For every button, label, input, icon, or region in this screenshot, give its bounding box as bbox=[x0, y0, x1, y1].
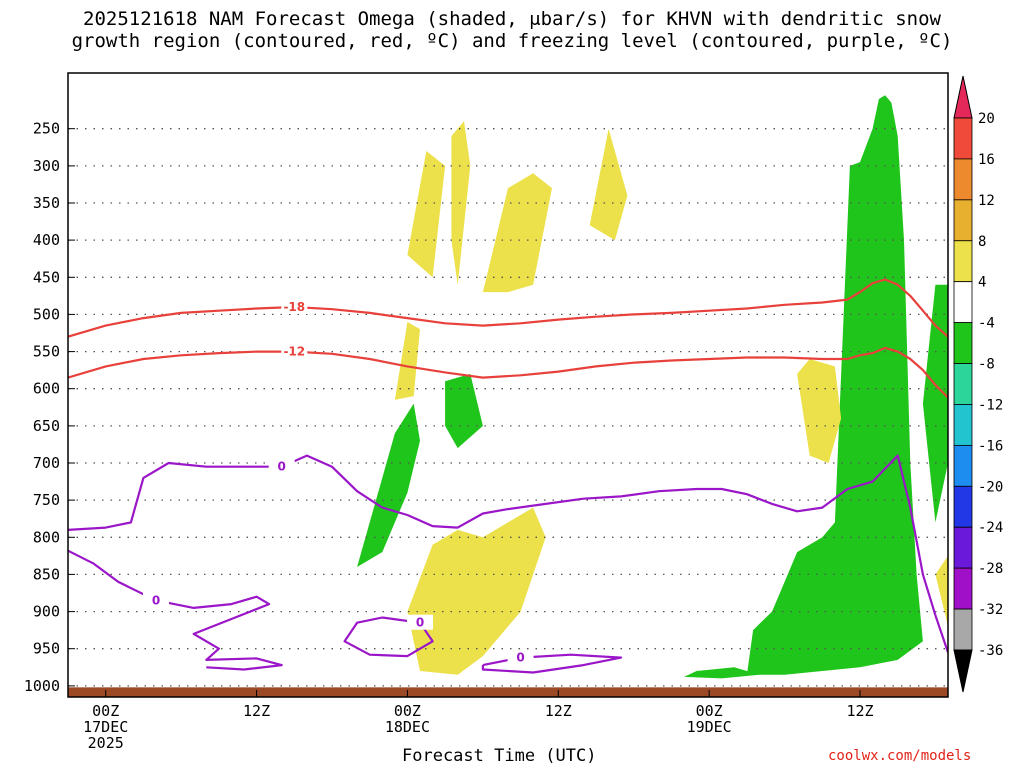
colorbar-swatch-6 bbox=[953, 363, 973, 405]
descent-right bbox=[935, 555, 948, 627]
freezing-level-loop2-label: 0 bbox=[516, 651, 524, 665]
dgz-minus-18-label: -18 bbox=[283, 300, 305, 314]
colorbar: 20 16 12 8 4 -4 -8 -12 -16 -20 -24 -28 -32 -36 bbox=[953, 75, 1003, 693]
x-tick-label-36-0: 12Z bbox=[545, 702, 572, 720]
colorbar-label-13: -36 bbox=[978, 643, 1003, 659]
y-tick-label-500: 500 bbox=[33, 305, 60, 323]
cell-low bbox=[684, 667, 760, 679]
freezing-level-lower bbox=[68, 549, 283, 671]
colorbar-swatch-4 bbox=[953, 281, 973, 324]
y-tick-label-250: 250 bbox=[33, 120, 60, 138]
x-tick-label-24-0: 00Z bbox=[394, 702, 421, 720]
cell-mid bbox=[445, 373, 483, 449]
colorbar-swatch-12 bbox=[953, 608, 973, 651]
colorbar-swatch-1 bbox=[953, 158, 973, 201]
cell-right bbox=[922, 284, 948, 523]
colorbar-label-12: -32 bbox=[978, 602, 1003, 618]
colorbar-label-1: 16 bbox=[978, 152, 995, 168]
descent-high-2 bbox=[407, 151, 446, 278]
omega-shading bbox=[357, 95, 948, 679]
colorbar-label-3: 8 bbox=[978, 234, 986, 250]
descent-high-1 bbox=[451, 121, 471, 285]
colorbar-label-7: -12 bbox=[978, 397, 1003, 413]
x-tick-label-0-2: 2025 bbox=[88, 734, 124, 752]
colorbar-swatch-5 bbox=[953, 322, 973, 364]
descent-low-2 bbox=[797, 359, 842, 463]
colorbar-swatch-2 bbox=[953, 199, 973, 242]
descent-high-3 bbox=[482, 173, 552, 293]
x-tick-label-0-1: 17DEC bbox=[83, 718, 128, 736]
title-line-1: 2025121618 NAM Forecast Omega (shaded, μ… bbox=[83, 8, 941, 30]
colorbar-top-arrow bbox=[953, 75, 973, 119]
colorbar-swatch-10 bbox=[953, 526, 973, 569]
x-tick-label-48-0: 00Z bbox=[696, 702, 723, 720]
x-tick-label-12-0: 12Z bbox=[243, 702, 270, 720]
freezing-level-label-bg bbox=[268, 458, 295, 474]
colorbar-label-10: -24 bbox=[978, 520, 1003, 536]
y-tick-label-900: 900 bbox=[33, 603, 60, 621]
cell-mid-left bbox=[357, 403, 420, 567]
colorbar-swatch-9 bbox=[953, 485, 973, 528]
dgz-minus-12-label: -12 bbox=[283, 345, 305, 359]
dgz-minus-12-label-bg bbox=[281, 343, 308, 359]
colorbar-label-2: 12 bbox=[978, 193, 995, 209]
freezing-level-label: 0 bbox=[278, 460, 286, 474]
colorbar-label-4: 4 bbox=[978, 275, 986, 291]
dgz-minus-18 bbox=[68, 278, 948, 338]
colorbar-swatch-11 bbox=[953, 567, 973, 610]
freezing-level-loop2 bbox=[481, 653, 623, 674]
y-tick-label-650: 650 bbox=[33, 417, 60, 435]
colorbar-label-0: 20 bbox=[978, 111, 995, 127]
freezing-level-loop2-label-bg bbox=[507, 649, 534, 665]
chart-title: 2025121618 NAM Forecast Omega (shaded, μ… bbox=[0, 8, 1024, 52]
y-tick-label-800: 800 bbox=[33, 528, 60, 546]
x-tick-label-60-0: 12Z bbox=[846, 702, 873, 720]
freezing-level bbox=[68, 454, 948, 653]
y-tick-label-750: 750 bbox=[33, 491, 60, 509]
ground-terrain bbox=[68, 687, 948, 697]
y-tick-label-600: 600 bbox=[33, 380, 60, 398]
credit-link[interactable]: coolwx.com/models bbox=[828, 748, 972, 764]
x-tick-label-24-1: 18DEC bbox=[385, 718, 430, 736]
colorbar-swatch-8 bbox=[953, 444, 973, 487]
colorbar-label-6: -8 bbox=[978, 357, 995, 373]
colorbar-label-9: -20 bbox=[978, 479, 1003, 495]
y-tick-label-850: 850 bbox=[33, 565, 60, 583]
freezing-level-lower-label-bg bbox=[143, 592, 169, 608]
colorbar-bottom-arrow bbox=[953, 649, 973, 693]
dgz-minus-18-label-bg bbox=[281, 299, 308, 314]
x-axis-label: Forecast Time (UTC) bbox=[402, 746, 597, 766]
y-tick-label-400: 400 bbox=[33, 231, 60, 249]
y-tick-label-1000: 1000 bbox=[24, 677, 60, 695]
x-tick-label-48-1: 19DEC bbox=[687, 718, 732, 736]
title-line-2: growth region (contoured, red, ºC) and f… bbox=[71, 30, 953, 52]
colorbar-swatch-3 bbox=[953, 240, 973, 283]
descent-high-4 bbox=[589, 128, 628, 241]
colorbar-label-11: -28 bbox=[978, 561, 1003, 577]
descent-mid-1 bbox=[394, 321, 420, 400]
colorbar-swatch-0 bbox=[953, 117, 973, 160]
weak-ascent-column bbox=[746, 95, 923, 675]
y-tick-label-300: 300 bbox=[33, 157, 60, 175]
y-tick-label-950: 950 bbox=[33, 640, 60, 658]
colorbar-label-5: -4 bbox=[978, 316, 995, 332]
y-tick-label-700: 700 bbox=[33, 454, 60, 472]
freezing-level-loop-label-bg bbox=[407, 614, 433, 630]
y-tick-label-350: 350 bbox=[33, 194, 60, 212]
contour-lines: -18 -12 0 0 0 0 bbox=[68, 278, 948, 674]
y-tick-label-450: 450 bbox=[33, 268, 60, 286]
freezing-level-lower-label: 0 bbox=[152, 593, 160, 607]
colorbar-label-8: -16 bbox=[978, 438, 1003, 454]
descent-low-1 bbox=[407, 507, 546, 675]
colorbar-swatch-7 bbox=[953, 404, 973, 446]
plot-frame bbox=[67, 72, 949, 698]
dgz-minus-12 bbox=[68, 346, 948, 399]
freezing-level-loop-label: 0 bbox=[416, 616, 424, 630]
x-tick-label-0-0: 00Z bbox=[92, 702, 119, 720]
y-tick-label-550: 550 bbox=[33, 343, 60, 361]
